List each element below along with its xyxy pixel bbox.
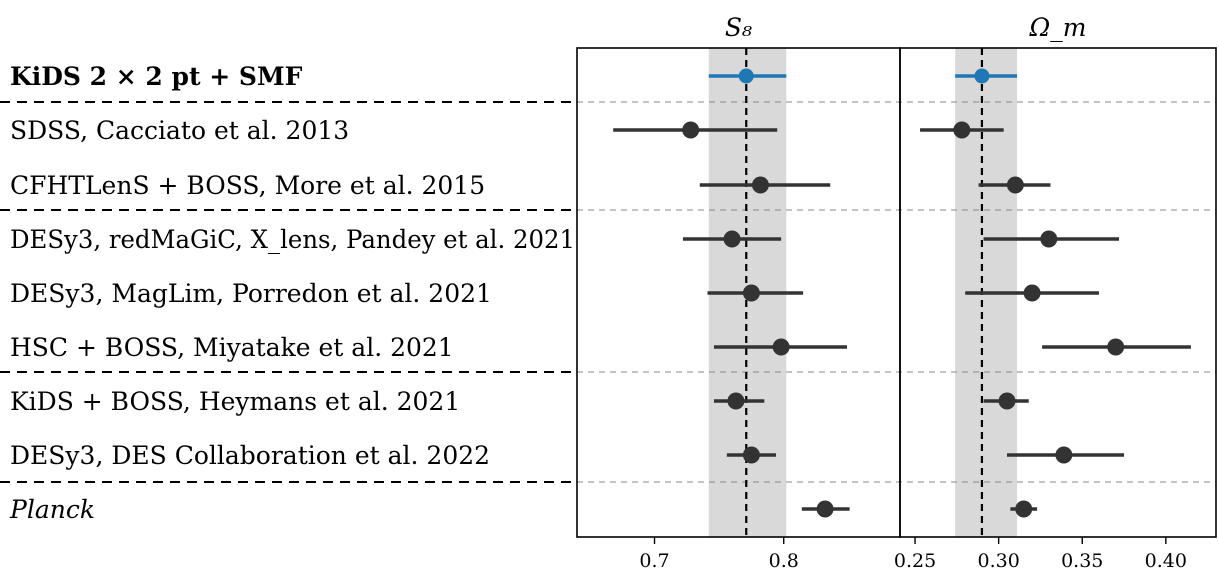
- panel-title: S₈: [725, 13, 752, 42]
- row-label: KiDS + BOSS, Heymans et al. 2021: [10, 387, 460, 416]
- row-label: HSC + BOSS, Miyatake et al. 2021: [10, 333, 454, 362]
- data-point: [1055, 446, 1073, 464]
- row-label: DESy3, DES Collaboration et al. 2022: [10, 441, 490, 470]
- data-point: [727, 392, 745, 410]
- row-label: DESy3, redMaGiC, X_lens, Pandey et al. 2…: [10, 225, 575, 254]
- data-point: [816, 500, 834, 518]
- data-point: [682, 121, 700, 139]
- row-label: CFHTLenS + BOSS, More et al. 2015: [10, 171, 485, 200]
- data-point: [998, 392, 1016, 410]
- row-label: KiDS 2 × 2 pt + SMF: [10, 62, 303, 91]
- row-label: Planck: [9, 495, 95, 524]
- data-point: [953, 121, 971, 139]
- x-tick-label: 0.40: [1145, 550, 1187, 572]
- data-point: [738, 68, 754, 84]
- x-tick-label: 0.25: [894, 550, 936, 572]
- x-tick-label: 0.7: [639, 550, 669, 572]
- panel-frame: [899, 47, 1217, 538]
- data-point: [974, 68, 990, 84]
- data-point: [1040, 230, 1058, 248]
- data-point: [1023, 284, 1041, 302]
- data-point: [751, 176, 769, 194]
- data-point: [772, 338, 790, 356]
- x-tick-label: 0.35: [1061, 550, 1103, 572]
- row-label: DESy3, MagLim, Porredon et al. 2021: [10, 279, 492, 308]
- data-point: [1015, 500, 1033, 518]
- data-point: [723, 230, 741, 248]
- data-point: [742, 446, 760, 464]
- data-point: [1006, 176, 1024, 194]
- x-tick-label: 0.8: [769, 550, 799, 572]
- x-tick-label: 0.30: [977, 550, 1019, 572]
- row-label: SDSS, Cacciato et al. 2013: [10, 116, 349, 145]
- data-point: [1107, 338, 1125, 356]
- data-point: [742, 284, 760, 302]
- panel-title: Ω_m: [1029, 13, 1087, 42]
